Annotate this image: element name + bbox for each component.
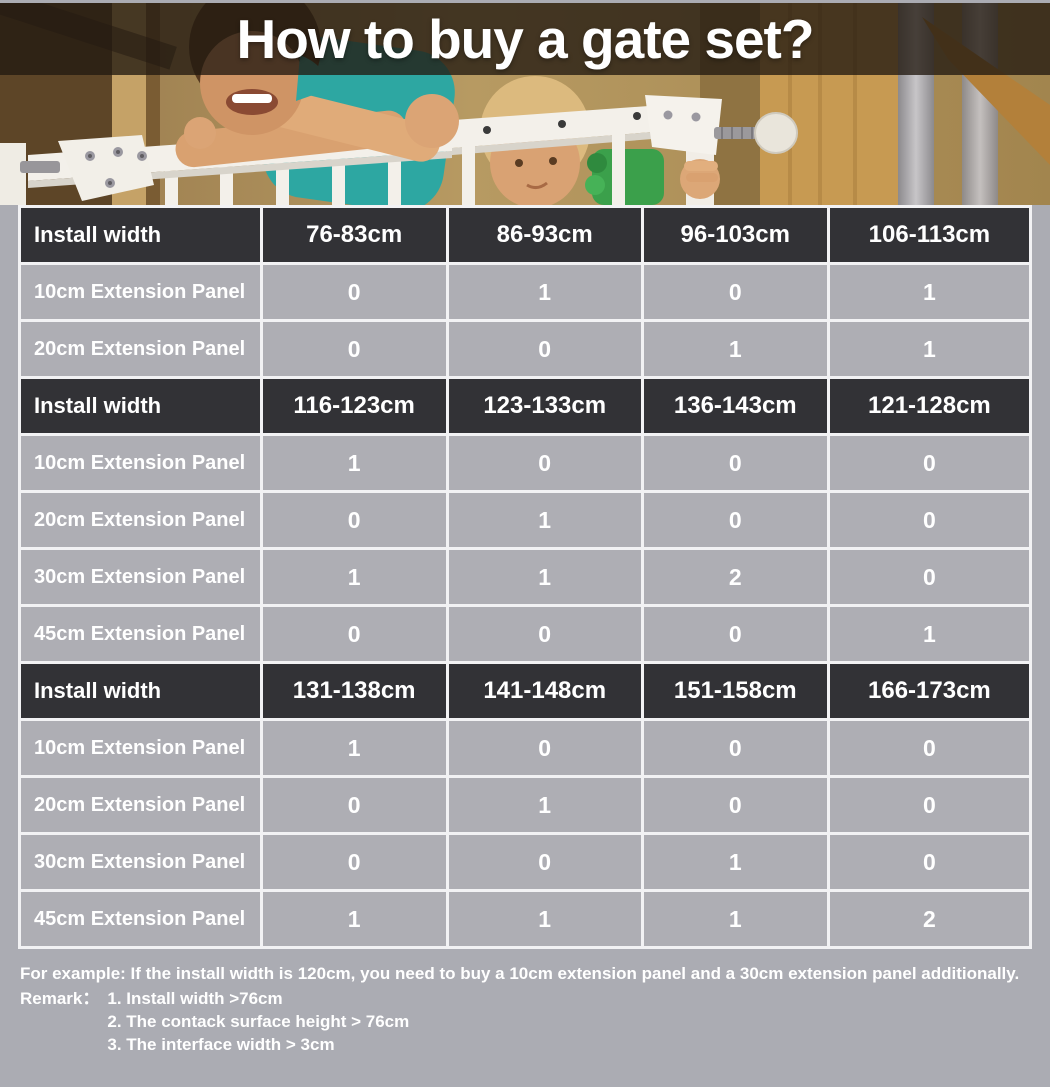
panel-quantity: 0 bbox=[445, 319, 644, 379]
extension-panel-row: 20cm Extension Panel 0 1 0 0 bbox=[18, 775, 1033, 835]
gate-right bbox=[440, 95, 798, 205]
extension-panel-row: 10cm Extension Panel 1 0 0 0 bbox=[18, 433, 1033, 493]
remark-label: Remark： bbox=[20, 989, 100, 1008]
panel-quantity: 1 bbox=[259, 718, 449, 778]
panel-quantity: 0 bbox=[259, 490, 449, 550]
panel-quantity: 0 bbox=[826, 490, 1033, 550]
panel-quantity: 1 bbox=[640, 832, 830, 892]
panel-quantity: 0 bbox=[445, 604, 644, 664]
extension-panel-row: 10cm Extension Panel 0 1 0 1 bbox=[18, 262, 1033, 322]
extension-panel-label: 45cm Extension Panel bbox=[18, 604, 263, 664]
remark-item: 3. The interface width > 3cm bbox=[107, 1035, 335, 1054]
remark-items: 1. Install width >76cm 2. The contack su… bbox=[107, 987, 409, 1056]
extension-panel-label: 20cm Extension Panel bbox=[18, 319, 263, 379]
panel-quantity: 0 bbox=[259, 604, 449, 664]
install-width-range: 121-128cm bbox=[826, 376, 1033, 436]
panel-quantity: 1 bbox=[445, 490, 644, 550]
extension-panel-row: 20cm Extension Panel 0 0 1 1 bbox=[18, 319, 1033, 379]
panel-quantity: 0 bbox=[640, 604, 830, 664]
extension-panel-label: 30cm Extension Panel bbox=[18, 547, 263, 607]
install-width-range: 131-138cm bbox=[259, 661, 449, 721]
title-band: How to buy a gate set? bbox=[0, 3, 1050, 75]
install-width-range: 136-143cm bbox=[640, 376, 830, 436]
panel-quantity: 1 bbox=[445, 547, 644, 607]
install-width-label: Install width bbox=[18, 661, 263, 721]
extension-panel-label: 10cm Extension Panel bbox=[18, 718, 263, 778]
panel-quantity: 1 bbox=[445, 775, 644, 835]
panel-quantity: 2 bbox=[826, 889, 1033, 949]
example-note: For example: If the install width is 120… bbox=[20, 964, 1020, 983]
panel-quantity: 0 bbox=[826, 433, 1033, 493]
panel-quantity: 0 bbox=[826, 547, 1033, 607]
panel-quantity: 1 bbox=[259, 889, 449, 949]
panel-quantity: 0 bbox=[445, 832, 644, 892]
panel-quantity: 0 bbox=[640, 433, 830, 493]
extension-panel-row: 45cm Extension Panel 0 0 0 1 bbox=[18, 604, 1033, 664]
panel-quantity: 1 bbox=[259, 547, 449, 607]
remark-block: Remark： 1. Install width >76cm 2. The co… bbox=[20, 987, 1030, 1056]
extension-panel-label: 45cm Extension Panel bbox=[18, 889, 263, 949]
panel-quantity: 0 bbox=[640, 262, 830, 322]
panel-quantity: 0 bbox=[259, 262, 449, 322]
extension-panel-row: 45cm Extension Panel 1 1 1 2 bbox=[18, 889, 1033, 949]
panel-quantity: 0 bbox=[640, 775, 830, 835]
panel-quantity: 1 bbox=[826, 319, 1033, 379]
panel-quantity: 0 bbox=[259, 832, 449, 892]
panel-quantity: 2 bbox=[640, 547, 830, 607]
install-width-range: 106-113cm bbox=[826, 205, 1033, 265]
remark-item: 1. Install width >76cm bbox=[107, 989, 283, 1008]
install-width-range: 86-93cm bbox=[445, 205, 644, 265]
panel-quantity: 1 bbox=[445, 262, 644, 322]
install-width-range: 123-133cm bbox=[445, 376, 644, 436]
extension-panel-label: 20cm Extension Panel bbox=[18, 775, 263, 835]
gate-table-wrap: Install width 76-83cm 86-93cm 96-103cm 106-1… bbox=[18, 205, 1033, 949]
extension-panel-label: 20cm Extension Panel bbox=[18, 490, 263, 550]
panel-quantity: 1 bbox=[826, 262, 1033, 322]
page-title: How to buy a gate set? bbox=[236, 8, 815, 70]
extension-panel-row: 30cm Extension Panel 1 1 2 0 bbox=[18, 547, 1033, 607]
install-width-range: 116-123cm bbox=[259, 376, 449, 436]
panel-quantity: 0 bbox=[640, 490, 830, 550]
install-width-label: Install width bbox=[18, 205, 263, 265]
extension-panel-label: 30cm Extension Panel bbox=[18, 832, 263, 892]
panel-quantity: 0 bbox=[259, 319, 449, 379]
install-width-range: 151-158cm bbox=[640, 661, 830, 721]
panel-quantity: 0 bbox=[826, 775, 1033, 835]
panel-quantity: 0 bbox=[640, 718, 830, 778]
panel-quantity: 1 bbox=[445, 889, 644, 949]
panel-quantity: 1 bbox=[640, 319, 830, 379]
install-width-range: 166-173cm bbox=[826, 661, 1033, 721]
install-width-range: 141-148cm bbox=[445, 661, 644, 721]
extension-panel-row: 20cm Extension Panel 0 1 0 0 bbox=[18, 490, 1033, 550]
panel-quantity: 1 bbox=[259, 433, 449, 493]
panel-quantity: 0 bbox=[445, 718, 644, 778]
extension-panel-label: 10cm Extension Panel bbox=[18, 433, 263, 493]
install-width-header-row: Install width 131-138cm 141-148cm 151-158cm… bbox=[18, 661, 1033, 721]
panel-quantity: 1 bbox=[826, 604, 1033, 664]
install-width-range: 76-83cm bbox=[259, 205, 449, 265]
install-width-header-row: Install width 116-123cm 123-133cm 136-143cm… bbox=[18, 376, 1033, 436]
extension-panel-label: 10cm Extension Panel bbox=[18, 262, 263, 322]
install-width-header-row: Install width 76-83cm 86-93cm 96-103cm 106-1… bbox=[18, 205, 1033, 265]
gate-table: Install width 76-83cm 86-93cm 96-103cm 106-1… bbox=[18, 205, 1033, 949]
panel-quantity: 1 bbox=[640, 889, 830, 949]
remark-item: 2. The contack surface height > 76cm bbox=[107, 1012, 410, 1031]
panel-quantity: 0 bbox=[259, 775, 449, 835]
toddler-hand bbox=[680, 159, 720, 199]
extension-panel-row: 30cm Extension Panel 0 0 1 0 bbox=[18, 832, 1033, 892]
footer-notes: For example: If the install width is 120… bbox=[0, 949, 1050, 1056]
panel-quantity: 0 bbox=[826, 832, 1033, 892]
extension-panel-row: 10cm Extension Panel 1 0 0 0 bbox=[18, 718, 1033, 778]
install-width-label: Install width bbox=[18, 376, 263, 436]
install-width-range: 96-103cm bbox=[640, 205, 830, 265]
panel-quantity: 0 bbox=[445, 433, 644, 493]
hero-section: How to buy a gate set? bbox=[0, 0, 1050, 205]
panel-quantity: 0 bbox=[826, 718, 1033, 778]
